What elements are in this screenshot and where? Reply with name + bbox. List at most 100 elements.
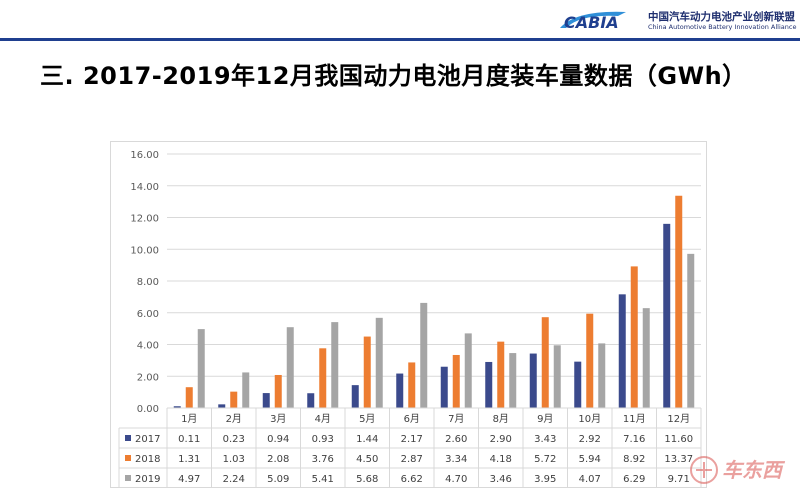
data-label: 5.94	[579, 454, 601, 465]
bar-2018-7月	[452, 354, 460, 408]
watermark-text: 车东西	[722, 458, 786, 482]
slide-title: 三. 2017-2019年12月我国动力电池月度装车量数据（GWh）	[40, 62, 747, 90]
data-label: 0.94	[267, 434, 289, 445]
y-tick-label: 8.00	[137, 277, 159, 288]
data-label: 3.46	[490, 474, 512, 485]
x-tick-label: 12月	[667, 413, 690, 425]
slide-header: CABIA 中国汽车动力电池产业创新联盟 China Automotive Ba…	[0, 0, 800, 38]
bar-2018-3月	[274, 374, 282, 408]
x-tick-label: 6月	[404, 413, 420, 425]
bar-2017-1月	[173, 406, 181, 408]
legend-swatch-2019	[125, 475, 131, 481]
bar-2017-8月	[485, 361, 493, 408]
bar-2019-2月	[242, 372, 250, 408]
org-name-cn: 中国汽车动力电池产业创新联盟	[648, 11, 795, 23]
bar-2017-3月	[262, 393, 270, 408]
bar-2019-9月	[553, 345, 561, 408]
x-tick-label: 10月	[578, 413, 601, 425]
data-label: 6.62	[401, 474, 423, 485]
x-tick-label: 2月	[226, 413, 242, 425]
bar-2017-12月	[663, 223, 671, 408]
data-label: 3.76	[312, 454, 334, 465]
data-label: 1.44	[356, 434, 378, 445]
bar-2018-8月	[497, 341, 505, 408]
data-label: 7.16	[623, 434, 645, 445]
bar-2019-12月	[687, 253, 695, 408]
y-tick-label: 12.00	[130, 214, 159, 225]
data-label: 3.95	[534, 474, 556, 485]
bar-2017-2月	[218, 404, 226, 408]
x-tick-label: 9月	[537, 413, 553, 425]
data-label: 2.08	[267, 454, 289, 465]
bar-2017-11月	[618, 294, 626, 408]
bar-2017-6月	[396, 373, 404, 408]
data-label: 6.29	[623, 474, 645, 485]
bar-2019-1月	[197, 329, 205, 408]
bar-2017-9月	[529, 353, 537, 408]
data-label: 0.93	[312, 434, 334, 445]
bar-2018-2月	[230, 391, 238, 408]
data-label: 0.11	[178, 434, 200, 445]
bar-2018-9月	[541, 317, 549, 408]
bar-2018-1月	[185, 387, 193, 408]
y-tick-label: 0.00	[137, 404, 159, 415]
y-tick-label: 2.00	[137, 372, 159, 383]
data-label: 2.24	[223, 474, 245, 485]
data-label: 2.87	[401, 454, 423, 465]
bar-2019-10月	[598, 343, 606, 408]
data-label: 5.68	[356, 474, 378, 485]
data-label: 1.31	[178, 454, 200, 465]
x-tick-label: 8月	[493, 413, 509, 425]
legend-swatch-2018	[125, 455, 131, 461]
y-tick-label: 14.00	[130, 182, 159, 193]
data-label: 2.60	[445, 434, 467, 445]
legend-label-2017: 2017	[135, 434, 160, 445]
data-label: 2.90	[490, 434, 512, 445]
bar-2018-11月	[630, 266, 638, 408]
y-tick-label: 4.00	[137, 341, 159, 352]
data-label: 4.07	[579, 474, 601, 485]
bar-2019-4月	[331, 322, 339, 408]
bar-2018-10月	[586, 313, 594, 408]
bar-2019-7月	[464, 333, 472, 408]
bar-2019-8月	[509, 353, 517, 408]
data-label: 4.70	[445, 474, 467, 485]
data-label: 13.37	[664, 454, 693, 465]
x-tick-label: 4月	[315, 413, 331, 425]
bar-chart: 16.00 14.00 12.00 10.00 8.00 6.00 4.00 2.00 0.00…	[118, 150, 702, 489]
data-label: 8.92	[623, 454, 645, 465]
data-label: 3.34	[445, 454, 467, 465]
x-tick-label: 7月	[448, 413, 464, 425]
bar-2017-5月	[351, 385, 359, 408]
data-label: 5.41	[312, 474, 334, 485]
bar-2019-3月	[286, 327, 294, 408]
cabia-logo: CABIA 中国汽车动力电池产业创新联盟 China Automotive Ba…	[556, 6, 796, 34]
bar-2018-4月	[319, 348, 327, 408]
data-label: 4.97	[178, 474, 200, 485]
org-name-en: China Automotive Battery Innovation Alli…	[648, 23, 797, 31]
y-tick-label: 10.00	[130, 245, 159, 256]
x-tick-label: 5月	[359, 413, 375, 425]
x-tick-label: 11月	[623, 413, 646, 425]
data-label: 1.03	[223, 454, 245, 465]
bar-2017-7月	[440, 366, 448, 408]
data-label: 5.09	[267, 474, 289, 485]
data-label: 9.71	[668, 474, 690, 485]
data-label: 4.50	[356, 454, 378, 465]
data-label: 2.17	[401, 434, 423, 445]
bar-2018-12月	[675, 195, 683, 408]
y-tick-label: 6.00	[137, 309, 159, 320]
data-label: 11.60	[664, 434, 693, 445]
y-tick-label: 16.00	[130, 150, 159, 161]
bar-2018-6月	[408, 362, 416, 408]
bar-2019-5月	[375, 317, 383, 408]
cabia-logo-mark: CABIA	[560, 11, 626, 32]
x-tick-label: 3月	[270, 413, 286, 425]
legend-label-2019: 2019	[135, 474, 160, 485]
data-label: 4.18	[490, 454, 512, 465]
x-tick-label: 1月	[181, 413, 197, 425]
header-divider	[0, 38, 800, 41]
legend-label-2018: 2018	[135, 454, 160, 465]
bar-2019-11月	[642, 308, 650, 408]
chart-frame: 16.00 14.00 12.00 10.00 8.00 6.00 4.00 2.00 0.00…	[110, 141, 707, 489]
